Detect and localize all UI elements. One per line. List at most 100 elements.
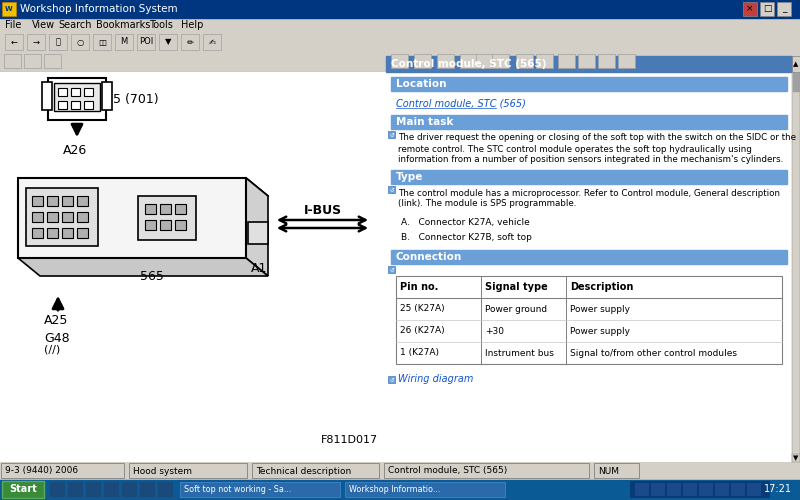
Bar [62,196,73,206]
Bar [42,82,52,110]
Bar [47,228,58,238]
Text: Help: Help [181,20,203,30]
Bar [388,266,395,273]
Bar [145,220,156,230]
Text: 1 (K27A): 1 (K27A) [400,348,439,358]
Bar [71,88,80,96]
Text: ×: × [746,4,754,14]
Bar [181,34,199,50]
Bar [137,34,155,50]
Text: ◫: ◫ [98,38,106,46]
Bar [159,34,177,50]
Bar [49,34,67,50]
Text: Control module, STC (565): Control module, STC (565) [396,99,526,109]
Text: ↺: ↺ [389,267,394,272]
Text: Control module, STC (565): Control module, STC (565) [391,59,546,69]
Bar [792,56,800,72]
Bar [50,482,65,497]
Bar [175,220,186,230]
Bar [77,196,88,206]
Bar [391,170,787,184]
Bar [0,72,386,462]
Bar [0,18,800,32]
Bar [792,454,800,462]
Bar [129,463,247,478]
Bar [388,131,395,138]
Bar [747,483,761,496]
Bar [715,483,729,496]
Bar [140,482,155,497]
Bar [160,220,171,230]
Bar [476,54,493,68]
Bar [792,72,800,462]
Bar [104,482,119,497]
Bar [86,482,101,497]
Text: ↺: ↺ [389,377,394,382]
Bar [62,212,73,222]
Bar [93,34,111,50]
Text: Main task: Main task [396,117,454,127]
Bar [115,34,133,50]
Bar [122,482,137,497]
Text: ↺: ↺ [389,187,394,192]
Bar [24,54,41,68]
Text: G48: G48 [44,332,70,344]
Bar [391,54,408,68]
Text: 🖶: 🖶 [55,38,61,46]
Text: Power supply: Power supply [570,304,630,314]
Text: Description: Description [570,282,634,292]
Text: Soft top not working - Sa...: Soft top not working - Sa... [184,485,291,494]
Bar [175,204,186,214]
Bar [384,463,589,478]
Bar [44,54,61,68]
Bar [2,481,44,498]
Polygon shape [18,178,268,196]
Bar [460,54,477,68]
Bar [102,82,112,110]
Text: B.   Connector K27B, soft top: B. Connector K27B, soft top [401,232,532,241]
Text: Wiring diagram: Wiring diagram [398,374,474,384]
Text: ▼: ▼ [165,38,171,46]
Bar [160,204,171,214]
Text: A.   Connector K27A, vehicle: A. Connector K27A, vehicle [401,218,530,228]
Bar [0,480,800,500]
Bar [0,0,800,18]
Text: 9-3 (9440) 2006: 9-3 (9440) 2006 [5,466,78,475]
Text: POI: POI [139,38,153,46]
Text: View: View [32,20,55,30]
Bar [391,115,787,129]
Text: NUM: NUM [598,466,619,475]
Text: 25 (K27A): 25 (K27A) [400,304,445,314]
Bar [77,212,88,222]
Bar [58,88,67,96]
Text: 17:21: 17:21 [764,484,792,494]
Bar [68,482,83,497]
Text: _: _ [782,4,786,14]
Bar [77,228,88,238]
Text: Instrument bus: Instrument bus [485,348,554,358]
Bar [138,196,196,240]
Bar [793,73,799,91]
Text: ▼: ▼ [794,455,798,461]
Bar [5,34,23,50]
Text: ✍: ✍ [209,38,215,46]
Bar [18,178,246,258]
Bar [203,34,221,50]
Bar [71,101,80,109]
Text: Hood system: Hood system [133,466,192,475]
Bar [62,228,73,238]
Bar [667,483,681,496]
Bar [777,2,791,16]
Bar [536,54,553,68]
Bar [391,250,787,264]
Bar [414,54,431,68]
Bar [388,186,395,193]
Bar [345,482,505,497]
Bar [437,54,454,68]
Polygon shape [246,178,268,276]
Bar [47,212,58,222]
Bar [0,52,800,70]
Text: A1: A1 [251,262,267,274]
Text: Bookmarks: Bookmarks [96,20,150,30]
Text: Power ground: Power ground [485,304,547,314]
